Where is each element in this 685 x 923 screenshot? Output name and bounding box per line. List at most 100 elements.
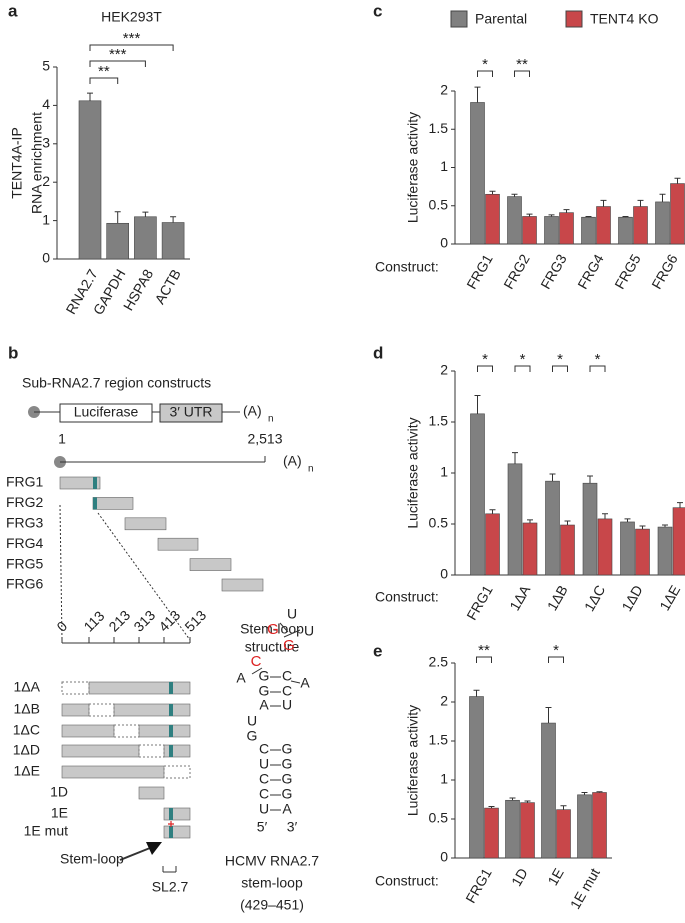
panel-label: c [373,1,382,20]
nucleotide: U [282,697,292,713]
error-bar [674,177,681,184]
construct-label: 1ΔD [13,742,40,758]
x-axis-label: Construct: [375,259,439,275]
error-bar [548,214,555,217]
bar [620,521,635,576]
polya-sub: n [268,414,274,425]
bar [577,794,592,859]
bar [469,696,484,859]
significance-label: * [482,351,488,368]
fragment-bar [221,578,264,592]
deleted-region [163,765,191,779]
y-tick-label: 2.5 [429,654,449,670]
construct-bar [163,807,191,821]
significance-bracket [477,70,493,77]
construct-bar [61,703,90,717]
panel-label: d [373,343,383,362]
construct-bar [88,681,191,695]
error-bar [87,92,93,101]
nucleotide: G [282,756,293,772]
panel-label: a [8,1,18,20]
bar [470,102,485,245]
error-bar [624,518,631,522]
fragment-bar [59,476,101,490]
nucleotide: A [236,670,246,686]
significance-label: * [482,56,488,73]
y-axis-label: RNA enrichment [29,112,45,214]
significance-bracket [89,77,119,84]
bar [78,100,102,260]
fragment-bar [189,558,232,571]
nucleotide: A [259,697,269,713]
bar [672,507,685,576]
polya: (A) [243,403,262,419]
construct-bar [138,724,191,738]
error-bar [587,475,593,484]
error-bar [581,791,588,795]
y-tick-label: 1.5 [429,732,449,748]
error-bar [677,502,683,508]
stem-loop-mark [169,745,173,757]
error-bar [622,215,629,218]
nucleotide: C [259,741,269,757]
construct-label: 1ΔA [14,679,41,695]
box-label: 3′ UTR [169,404,212,420]
error-bar [585,215,592,218]
y-tick-label: 0.5 [429,810,449,826]
x-tick-label: FRG3 [537,251,570,292]
error-bar [600,199,607,207]
x-tick-label: 1ΔE [656,582,683,613]
y-axis-label: Luciferase activity [405,705,421,816]
significance-label: ** [478,642,490,659]
significance-bracket [89,60,146,67]
bar [106,222,129,260]
error-bar [527,519,533,523]
bar [485,513,500,576]
y-tick-label: 3 [42,135,50,151]
y-tick-label: 4 [42,96,50,112]
x-tick-label: FRG6 [648,251,681,292]
construct-bar [61,744,140,758]
scale-label: 313 [130,607,158,635]
connector [283,629,301,638]
fragment-label: FRG5 [6,555,44,571]
bar [556,809,571,859]
fragment-bar [92,497,134,510]
significance-label: * [520,351,526,368]
bar [505,799,520,859]
error-bar [489,190,496,195]
bar [507,196,522,245]
y-tick-label: 5 [42,58,50,74]
bar [597,518,613,576]
scale-label: 213 [105,607,133,635]
significance-label: ** [516,56,528,73]
error-bar [596,791,603,793]
construct-diagram [28,403,266,873]
bar [161,222,185,260]
significance-bracket [589,365,606,372]
bar [545,480,560,576]
x-tick-label: FRG2 [500,251,533,292]
error-bar [662,524,668,528]
significance-label: *** [123,30,141,47]
legend-swatch [565,10,583,28]
bar [520,802,535,859]
construct-label: 1ΔC [13,722,40,738]
legend-swatch [450,10,468,28]
nucleotide: G [282,786,293,802]
error-bar [560,805,567,810]
error-bar [509,797,516,801]
strand-end: 3′ [287,819,298,835]
error-bar [659,193,666,202]
bar [134,216,157,260]
significance-bracket [514,70,530,77]
bar [633,206,648,245]
fragment-label: FRG1 [6,474,44,490]
x-tick-label: 1E [544,865,566,888]
nucleotide: A [300,675,310,691]
construct-bar [163,744,191,758]
panel-label: e [373,641,382,660]
stem-loop-mark [169,808,173,820]
bar [581,216,596,245]
error-bar [602,513,608,519]
